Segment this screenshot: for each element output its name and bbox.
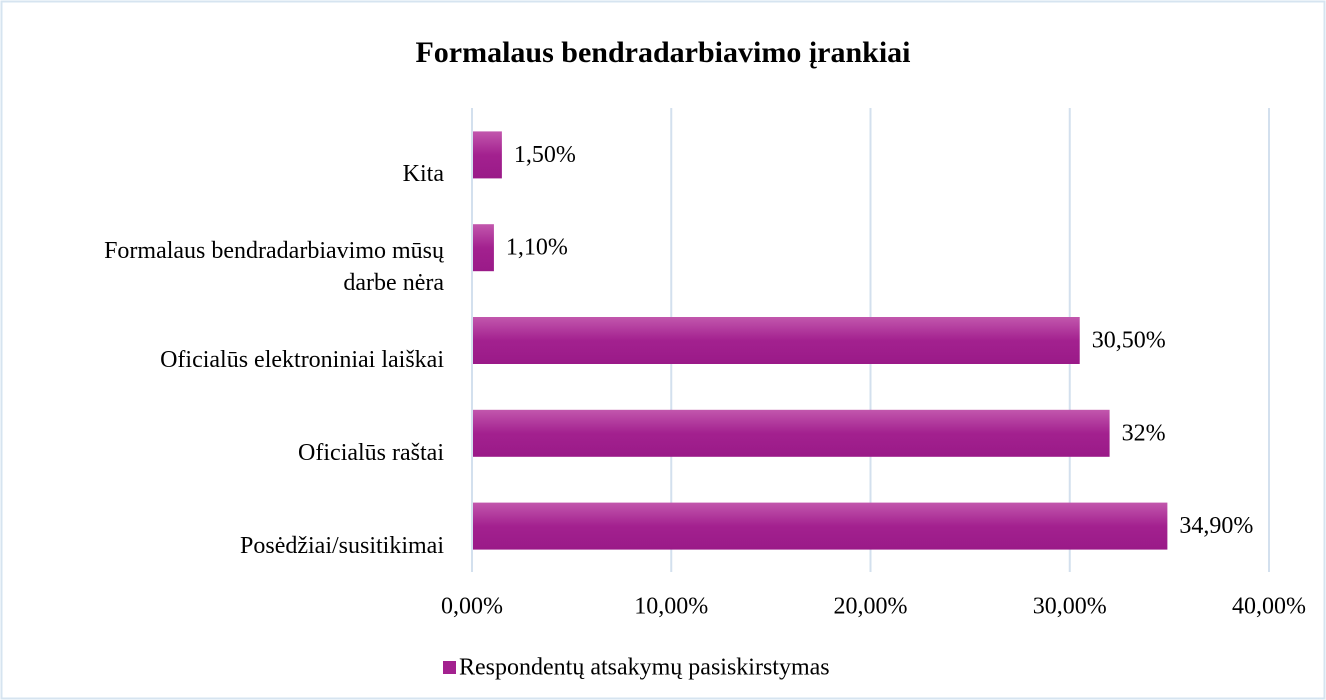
y-tick-label: Oficialūs elektroniniai laiškai [160, 347, 444, 373]
value-label: 30,50% [1092, 328, 1166, 354]
x-tick-label: 20,00% [834, 594, 908, 620]
bar [472, 131, 502, 179]
x-tick-label: 30,00% [1033, 594, 1107, 620]
y-tick-label: Posėdžiai/susitikimai [240, 532, 444, 559]
value-label: 1,50% [514, 142, 576, 168]
value-label: 32% [1122, 420, 1166, 446]
bar [472, 224, 494, 272]
y-tick-label: Oficialūs raštai [298, 439, 444, 466]
legend-label: Respondentų atsakymų pasiskirstymas [459, 655, 830, 681]
bar [472, 409, 1110, 457]
chart-title: Formalaus bendradarbiavimo įrankiai [415, 36, 910, 69]
legend-swatch [443, 661, 456, 674]
y-tick-label: Kita [402, 161, 444, 188]
bar [472, 317, 1080, 364]
x-tick-label: 0,00% [441, 594, 503, 620]
value-label: 1,10% [506, 235, 568, 261]
y-tick-label: Formalaus bendradarbiavimo mūsų darbe nė… [104, 238, 444, 297]
x-tick-label: 40,00% [1232, 594, 1306, 620]
x-tick-label: 10,00% [634, 594, 708, 620]
value-label: 34,90% [1179, 513, 1253, 539]
bar [472, 502, 1168, 550]
